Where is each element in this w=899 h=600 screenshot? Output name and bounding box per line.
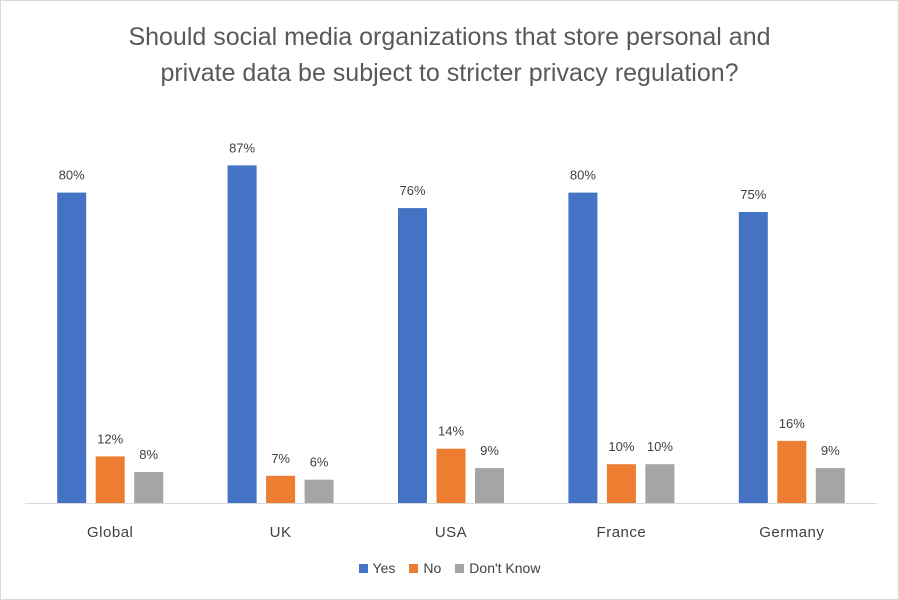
legend-label: No [423,560,442,576]
data-label-france-yes: 80% [570,168,596,183]
legend-swatch [409,563,419,573]
data-label-uk-yes: 87% [229,140,255,155]
legend-item-no: No [409,560,441,576]
x-tick-label-france: France [597,524,647,541]
data-label-germany-no: 16% [779,416,805,431]
data-label-usa-no: 14% [438,424,464,439]
bar-usa-don-t-know [475,468,504,503]
bar-germany-no [777,440,807,503]
bar-france-yes [568,192,598,503]
legend-label: Don't Know [469,560,541,576]
data-label-global-don-t-know: 8% [139,447,158,462]
data-label-global-no: 12% [97,431,123,446]
x-tick-label-usa: USA [435,524,467,541]
bar-uk-yes [227,165,257,503]
data-label-global-yes: 80% [59,168,85,183]
bar-global-no [95,456,125,503]
bar-uk-don-t-know [304,479,334,503]
legend-item-yes: Yes [358,560,396,576]
chart-title-line-1: Should social media organizations that s… [128,23,771,51]
bar-usa-no [436,448,466,503]
bar-germany-don-t-know [815,468,845,503]
bar-france-no [606,464,636,503]
bar-global-yes [57,192,87,503]
legend-item-don-t-know: Don't Know [455,560,540,576]
data-label-france-don-t-know: 10% [647,439,673,454]
data-label-germany-don-t-know: 9% [821,443,840,458]
legend-label: Yes [372,560,396,576]
legend-swatch [358,563,368,573]
data-label-uk-don-t-know: 6% [310,455,329,470]
bar-global-don-t-know [134,472,164,503]
data-label-uk-no: 7% [271,451,290,466]
bar-france-don-t-know [645,464,675,503]
bar-germany-yes [738,212,768,503]
bar-usa-yes [398,208,427,503]
x-tick-label-germany: Germany [759,524,824,541]
bar-uk-no [266,475,296,503]
data-label-germany-yes: 75% [740,187,766,202]
chart-legend: Yes No Don't Know [1,560,898,576]
data-label-usa-yes: 76% [399,183,425,198]
x-tick-label-global: Global [87,524,133,541]
legend-swatch [455,563,465,573]
data-label-usa-don-t-know: 9% [480,443,499,458]
x-tick-label-uk: UK [270,524,292,541]
chart-title: Should social media organizations that s… [1,19,898,91]
chart-title-line-2: private data be subject to stricter priv… [160,59,739,87]
data-label-france-no: 10% [608,439,634,454]
